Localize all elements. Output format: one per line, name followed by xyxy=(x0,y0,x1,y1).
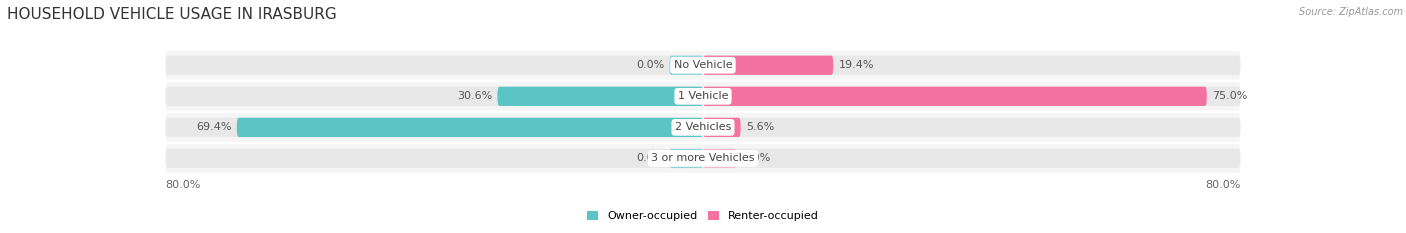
FancyBboxPatch shape xyxy=(166,113,1240,142)
Text: 19.4%: 19.4% xyxy=(839,60,875,70)
Text: 2 Vehicles: 2 Vehicles xyxy=(675,122,731,132)
FancyBboxPatch shape xyxy=(166,118,1240,137)
FancyBboxPatch shape xyxy=(498,87,703,106)
Text: 0.0%: 0.0% xyxy=(742,154,770,163)
FancyBboxPatch shape xyxy=(703,149,737,168)
FancyBboxPatch shape xyxy=(669,149,703,168)
Text: 75.0%: 75.0% xyxy=(1212,91,1247,101)
Text: No Vehicle: No Vehicle xyxy=(673,60,733,70)
Text: 3 or more Vehicles: 3 or more Vehicles xyxy=(651,154,755,163)
Text: 1 Vehicle: 1 Vehicle xyxy=(678,91,728,101)
FancyBboxPatch shape xyxy=(703,87,1206,106)
Text: 5.6%: 5.6% xyxy=(747,122,775,132)
FancyBboxPatch shape xyxy=(703,118,741,137)
Text: 80.0%: 80.0% xyxy=(166,180,201,190)
FancyBboxPatch shape xyxy=(236,118,703,137)
FancyBboxPatch shape xyxy=(166,144,1240,173)
FancyBboxPatch shape xyxy=(703,56,834,75)
FancyBboxPatch shape xyxy=(166,82,1240,111)
Text: 80.0%: 80.0% xyxy=(1205,180,1240,190)
Text: 0.0%: 0.0% xyxy=(636,60,664,70)
Text: Source: ZipAtlas.com: Source: ZipAtlas.com xyxy=(1299,7,1403,17)
FancyBboxPatch shape xyxy=(166,56,1240,75)
Text: 0.0%: 0.0% xyxy=(636,154,664,163)
Text: 30.6%: 30.6% xyxy=(457,91,492,101)
Text: HOUSEHOLD VEHICLE USAGE IN IRASBURG: HOUSEHOLD VEHICLE USAGE IN IRASBURG xyxy=(7,7,337,22)
FancyBboxPatch shape xyxy=(669,56,703,75)
FancyBboxPatch shape xyxy=(166,87,1240,106)
FancyBboxPatch shape xyxy=(166,149,1240,168)
Text: 69.4%: 69.4% xyxy=(195,122,232,132)
Legend: Owner-occupied, Renter-occupied: Owner-occupied, Renter-occupied xyxy=(586,211,820,221)
FancyBboxPatch shape xyxy=(166,51,1240,79)
